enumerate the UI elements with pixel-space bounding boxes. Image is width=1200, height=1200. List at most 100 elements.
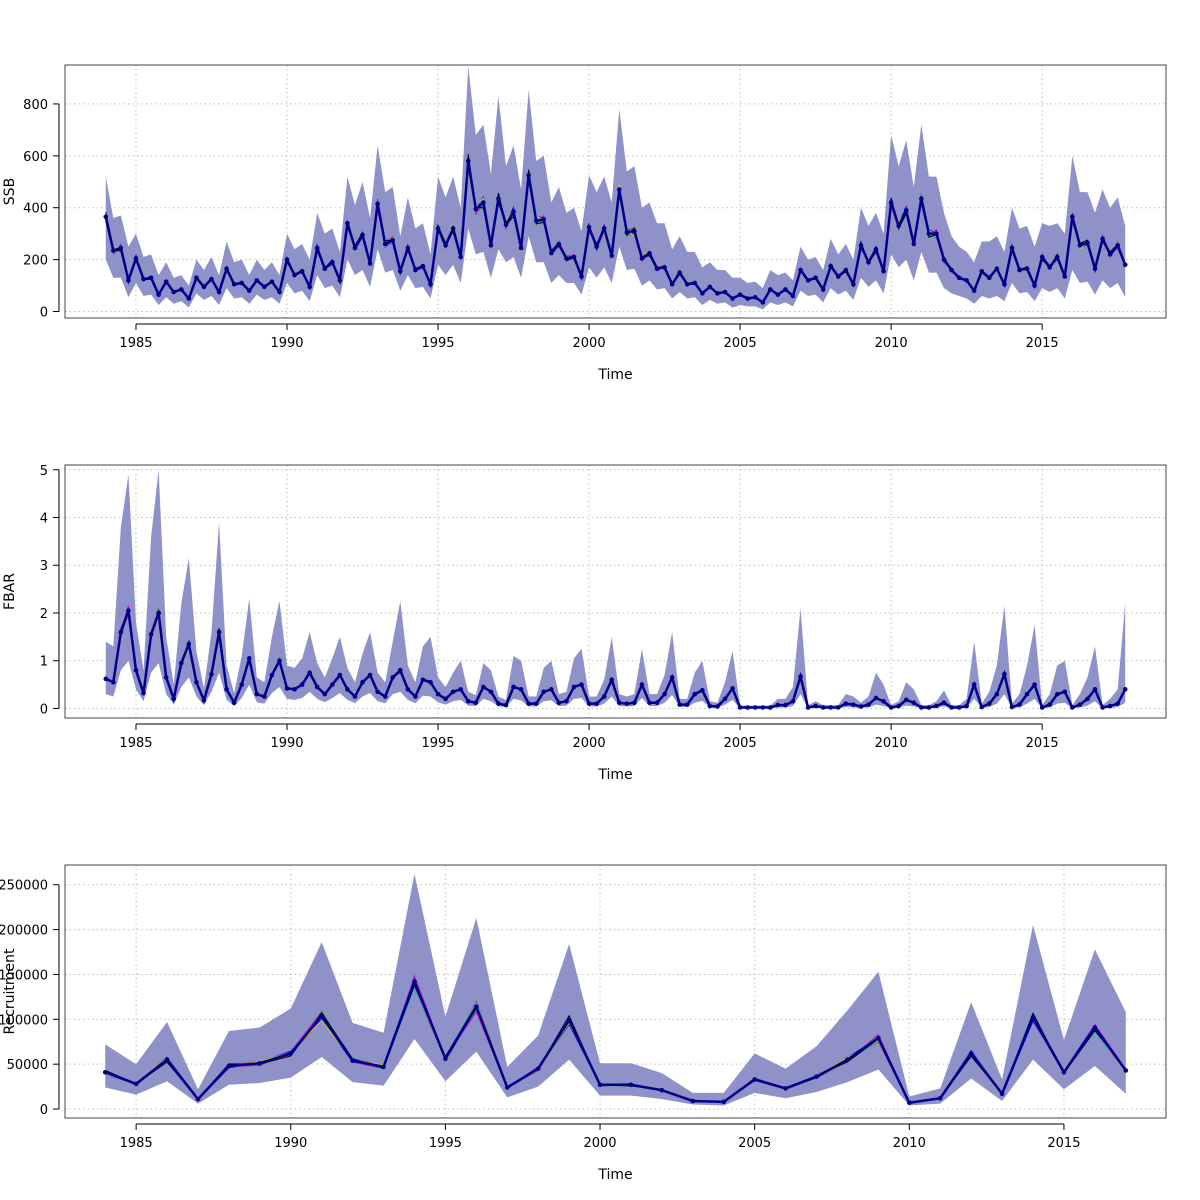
x-tick-label: 1985 <box>119 736 152 751</box>
data-point <box>195 1096 201 1102</box>
x-tick-label: 2000 <box>573 736 606 751</box>
data-point <box>1030 1015 1036 1020</box>
data-point <box>465 698 471 704</box>
data-point <box>164 1057 170 1062</box>
y-tick-label: 1 <box>40 655 48 670</box>
data-point <box>1107 252 1113 257</box>
data-point <box>111 248 116 253</box>
x-tick-label: 1990 <box>274 1136 307 1151</box>
data-point <box>700 688 705 693</box>
data-point <box>835 705 841 710</box>
data-point <box>1032 283 1037 288</box>
y-tick-label: 3 <box>40 559 48 574</box>
data-point <box>257 1060 263 1066</box>
data-point <box>700 291 705 296</box>
data-point <box>934 231 939 236</box>
data-point <box>307 284 312 290</box>
data-point <box>586 224 592 230</box>
y-tick-label: 0 <box>40 702 48 717</box>
data-point <box>851 702 856 707</box>
data-point <box>616 187 622 192</box>
data-point <box>971 682 977 687</box>
data-point <box>647 250 652 256</box>
data-point <box>481 200 486 205</box>
data-point <box>269 279 275 284</box>
data-point <box>919 196 924 201</box>
data-point <box>843 701 849 706</box>
x-tick-label: 2010 <box>893 1136 926 1151</box>
y-axis: 0 50000 100000 150000 200000 250000 Recruitmen… <box>0 879 60 1118</box>
data-point <box>337 278 343 283</box>
x-tick-label: 1985 <box>120 1136 153 1151</box>
data-point <box>360 679 365 685</box>
data-point <box>722 696 728 702</box>
data-point <box>964 703 969 709</box>
data-point <box>322 266 328 271</box>
data-point <box>907 1100 912 1106</box>
data-point <box>669 281 675 287</box>
data-point <box>669 675 675 680</box>
data-point <box>659 1087 665 1093</box>
data-point <box>949 267 954 273</box>
data-point <box>435 226 441 231</box>
data-point <box>503 702 509 708</box>
y-axis: 0 1 2 3 4 5 FBAR <box>2 464 60 717</box>
x-axis: 1985 1990 1995 2000 2005 2010 2015 Time <box>119 323 1059 383</box>
data-point <box>533 701 539 706</box>
data-point <box>535 1066 541 1071</box>
data-point <box>262 284 267 290</box>
data-point <box>350 1058 355 1063</box>
data-point <box>601 226 607 231</box>
data-point <box>381 1064 386 1070</box>
data-point <box>111 679 116 685</box>
x-axis: 1985 1990 1995 2000 2005 2010 2015 Time <box>120 1123 1080 1183</box>
data-point <box>926 705 932 710</box>
data-point <box>654 700 660 706</box>
data-point <box>428 679 433 685</box>
data-point <box>876 1035 881 1041</box>
data-point <box>526 701 531 706</box>
data-point <box>163 675 169 680</box>
data-point <box>556 241 562 247</box>
data-point <box>126 608 131 613</box>
data-point <box>715 704 720 709</box>
data-point <box>541 217 547 222</box>
data-point <box>307 670 312 675</box>
data-point <box>148 632 154 637</box>
data-point <box>707 703 713 709</box>
data-point <box>851 281 856 287</box>
data-point <box>1054 254 1060 260</box>
x-tick-label: 2005 <box>738 1136 771 1151</box>
x-tick-label: 2015 <box>1047 1136 1080 1151</box>
data-point <box>790 293 796 299</box>
data-point <box>1047 265 1053 270</box>
data-point <box>277 658 282 664</box>
data-point <box>624 701 630 706</box>
median-line <box>105 610 1127 710</box>
data-point <box>367 261 373 266</box>
data-point <box>262 694 267 699</box>
data-point <box>163 279 169 284</box>
confidence-band <box>105 873 1126 1106</box>
data-point <box>382 241 388 247</box>
data-point <box>443 696 448 702</box>
data-point <box>956 705 962 710</box>
data-point <box>288 1051 294 1056</box>
data-point <box>319 1013 324 1019</box>
data-point <box>813 703 818 709</box>
data-point <box>775 702 781 708</box>
data-point <box>352 245 358 251</box>
data-point <box>752 705 758 710</box>
data-point <box>481 684 486 690</box>
data-point <box>1085 240 1090 246</box>
plot-frame <box>64 64 1167 319</box>
data-point <box>934 703 939 709</box>
data-point <box>941 257 947 262</box>
y-tick-label: 50000 <box>7 1058 48 1073</box>
data-point <box>814 1074 819 1080</box>
data-point <box>866 702 871 707</box>
median-points <box>103 158 1128 305</box>
data-point <box>133 256 139 261</box>
y-axis-title: SSB <box>2 178 18 205</box>
data-point <box>1062 689 1068 695</box>
